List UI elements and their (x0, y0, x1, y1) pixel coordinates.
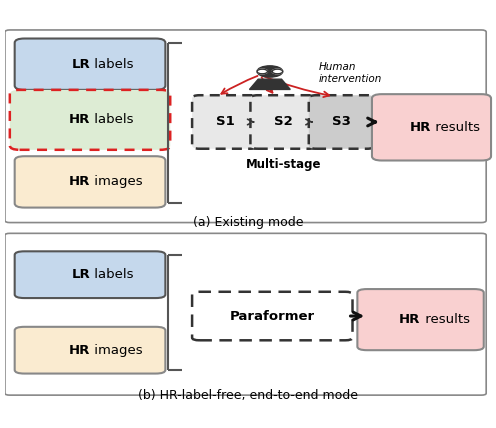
Text: labels: labels (90, 268, 133, 281)
Text: S1: S1 (216, 116, 234, 128)
FancyBboxPatch shape (372, 94, 491, 160)
Text: S3: S3 (332, 116, 351, 128)
Text: images: images (90, 175, 143, 188)
FancyBboxPatch shape (15, 251, 165, 298)
Circle shape (257, 66, 283, 77)
Text: labels: labels (90, 58, 133, 71)
FancyBboxPatch shape (192, 95, 258, 149)
Polygon shape (249, 79, 290, 89)
Text: HR: HR (68, 344, 90, 357)
Circle shape (257, 69, 267, 74)
Text: HR: HR (68, 113, 90, 126)
FancyBboxPatch shape (15, 327, 165, 374)
Text: results: results (421, 313, 470, 326)
FancyBboxPatch shape (250, 95, 316, 149)
FancyBboxPatch shape (357, 289, 484, 350)
Text: LR: LR (71, 58, 90, 71)
Text: LR: LR (71, 268, 90, 281)
FancyBboxPatch shape (309, 95, 374, 149)
Circle shape (272, 69, 283, 74)
FancyBboxPatch shape (5, 233, 486, 395)
Text: labels: labels (90, 113, 133, 126)
FancyBboxPatch shape (10, 90, 170, 150)
FancyBboxPatch shape (192, 292, 353, 340)
FancyBboxPatch shape (5, 30, 486, 223)
Text: Paraformer: Paraformer (230, 309, 315, 323)
Text: images: images (90, 344, 143, 357)
Text: Multi-stage: Multi-stage (246, 158, 321, 171)
FancyBboxPatch shape (15, 156, 165, 208)
Text: (a) Existing mode: (a) Existing mode (193, 216, 303, 229)
Text: Human
intervention: Human intervention (318, 62, 382, 83)
Text: HR: HR (399, 313, 421, 326)
Text: results: results (432, 121, 481, 134)
Text: HR: HR (410, 121, 432, 134)
FancyBboxPatch shape (15, 39, 165, 90)
Text: (b) HR-label-free, end-to-end mode: (b) HR-label-free, end-to-end mode (138, 389, 358, 402)
Text: HR: HR (68, 175, 90, 188)
Text: S2: S2 (274, 116, 293, 128)
